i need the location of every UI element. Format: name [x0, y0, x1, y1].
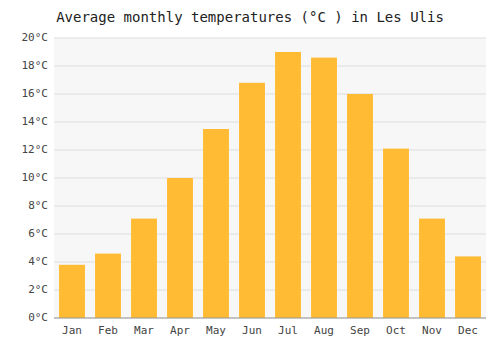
- x-axis: Jan Feb Mar Apr May Jun Jul Aug Sep Oct Nov Dec: [62, 324, 478, 337]
- y-tick-label: 12°C: [22, 143, 49, 156]
- x-tick-label: May: [206, 324, 226, 337]
- x-tick-label: Nov: [422, 324, 442, 337]
- bar: [131, 219, 157, 318]
- y-tick-label: 14°C: [22, 115, 49, 128]
- y-tick-label: 4°C: [28, 255, 48, 268]
- bar: [167, 178, 193, 318]
- y-tick-label: 20°C: [22, 31, 49, 44]
- x-tick-label: Sep: [350, 324, 370, 337]
- x-tick-label: Mar: [134, 324, 154, 337]
- bar: [311, 58, 337, 318]
- bar: [419, 219, 445, 318]
- title: Average monthly temperatures (°C ) in Le…: [56, 9, 444, 25]
- x-tick-label: Apr: [170, 324, 190, 337]
- y-tick-label: 10°C: [22, 171, 49, 184]
- y-tick-label: 18°C: [22, 59, 49, 72]
- bar: [203, 129, 229, 318]
- bar: [347, 94, 373, 318]
- grid-line: [54, 122, 486, 123]
- grid-line: [54, 66, 486, 67]
- grid-line: [54, 150, 486, 151]
- bar: [95, 254, 121, 318]
- bar: [455, 256, 481, 318]
- x-tick-label: Jul: [278, 324, 298, 337]
- plot-background: [54, 38, 486, 318]
- x-tick-label: Jan: [62, 324, 82, 337]
- x-axis-line: [54, 318, 486, 319]
- bars: [59, 52, 481, 318]
- x-tick-label: Jun: [242, 324, 262, 337]
- x-tick-label: Oct: [386, 324, 406, 337]
- bar: [59, 265, 85, 318]
- y-tick-label: 6°C: [28, 227, 48, 240]
- chart: 0°C 2°C 4°C 6°C 8°C 10°C 12°C 14°C 16°C 18°C 20°C J…: [0, 0, 500, 350]
- bar: [275, 52, 301, 318]
- x-tick-label: Aug: [314, 324, 334, 337]
- grid-line: [54, 94, 486, 95]
- x-tick-label: Dec: [458, 324, 478, 337]
- y-tick-label: 2°C: [28, 283, 48, 296]
- grid: [54, 38, 486, 318]
- grid-line: [54, 318, 486, 319]
- x-tick-label: Feb: [98, 324, 118, 337]
- bar: [239, 83, 265, 318]
- y-tick-label: 0°C: [28, 311, 48, 324]
- grid-line: [54, 206, 486, 207]
- grid-line: [54, 178, 486, 179]
- y-tick-label: 8°C: [28, 199, 48, 212]
- y-tick-label: 16°C: [22, 87, 49, 100]
- bar: [383, 149, 409, 318]
- y-axis: 0°C 2°C 4°C 6°C 8°C 10°C 12°C 14°C 16°C 18°C 20°C: [22, 31, 49, 324]
- grid-line: [54, 38, 486, 39]
